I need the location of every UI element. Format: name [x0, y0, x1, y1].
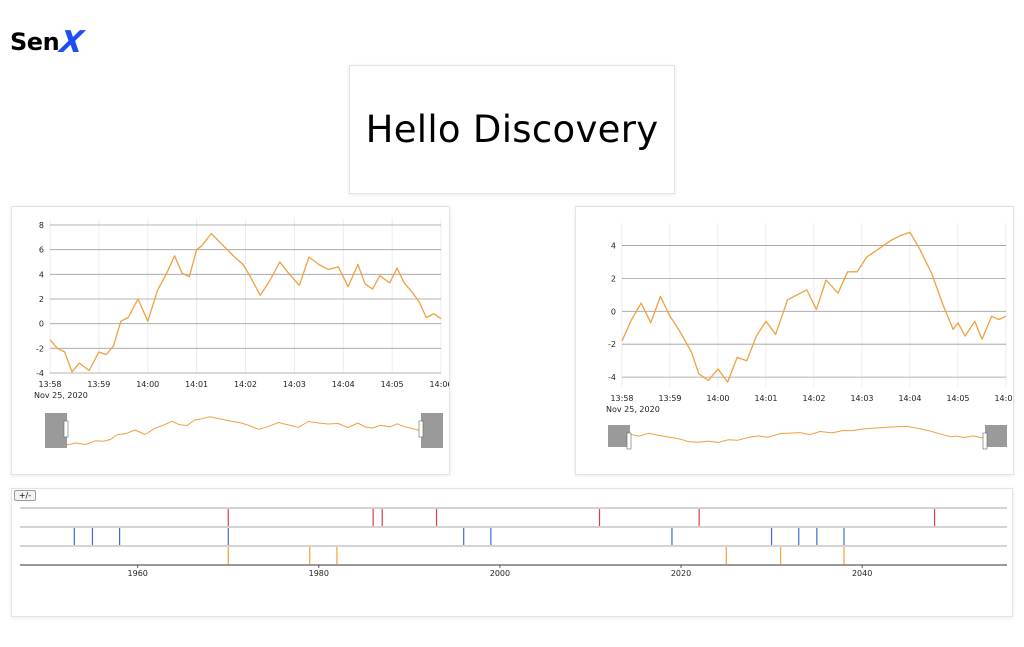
- range-left-handle[interactable]: [626, 432, 632, 450]
- logo-text-main: Sen: [10, 28, 60, 56]
- series-line: [49, 232, 442, 373]
- x-tick-label: 1960: [128, 569, 148, 578]
- y-tick-label: 4: [611, 241, 616, 250]
- line-chart-right[interactable]: 4 2 0 -2 -4 13:58 13:59 14:00 14:01 14:02 14:03 14:…: [576, 207, 1013, 474]
- x-tick-label: 2020: [671, 569, 691, 578]
- y-tick-label: 0: [611, 307, 616, 316]
- x-tick-label: 14:05: [381, 380, 404, 389]
- timeline-chart[interactable]: 1960 1980 2000 2020 2040: [12, 489, 1012, 616]
- x-tick-label: 13:59: [658, 394, 681, 403]
- y-tick-label: -2: [36, 344, 44, 353]
- timeline-card: +/- 1960 1980 2000 2020 2040: [11, 488, 1013, 617]
- line-chart-card-left: 8 6 4 2 0 -2 -4 13:58 13:59 14:00 14:01 14:02 14:03 1…: [11, 206, 450, 475]
- x-tick-label: 13:58: [38, 380, 61, 389]
- range-left-mask[interactable]: [608, 425, 630, 447]
- page-title: Hello Discovery: [365, 108, 659, 151]
- x-tick-label: 14:05: [946, 394, 969, 403]
- x-date-label: Nov 25, 2020: [34, 391, 88, 400]
- x-tick-label: 14:04: [332, 380, 355, 389]
- x-tick-label: 14:01: [754, 394, 777, 403]
- x-tick-label: 14:01: [185, 380, 208, 389]
- title-card: Hello Discovery: [349, 65, 675, 194]
- y-tick-label: 4: [39, 270, 44, 279]
- range-right-mask[interactable]: [985, 425, 1007, 447]
- x-tick-label: 14:06: [994, 394, 1013, 403]
- x-tick-label: 14:04: [898, 394, 921, 403]
- y-tick-label: 2: [39, 295, 44, 304]
- y-tick-label: 8: [39, 221, 44, 230]
- y-tick-label: 2: [611, 274, 616, 283]
- x-tick-label: 1980: [309, 569, 329, 578]
- navigator-line: [45, 416, 443, 446]
- x-tick-label: 14:00: [136, 380, 159, 389]
- line-chart-card-right: 4 2 0 -2 -4 13:58 13:59 14:00 14:01 14:02 14:03 14:…: [575, 206, 1014, 475]
- y-tick-label: -4: [608, 373, 616, 382]
- navigator-line: [608, 425, 1007, 443]
- y-tick-label: 0: [39, 320, 44, 329]
- x-tick-label: 14:06: [429, 380, 449, 389]
- x-tick-label: 14:02: [234, 380, 257, 389]
- x-tick-label: 14:03: [283, 380, 306, 389]
- range-right-mask[interactable]: [421, 413, 443, 448]
- x-tick-label: 14:02: [802, 394, 825, 403]
- x-tick-label: 2040: [852, 569, 872, 578]
- senx-logo: Sen X: [10, 24, 90, 60]
- y-tick-label: -2: [608, 340, 616, 349]
- x-date-label: Nov 25, 2020: [606, 405, 660, 414]
- x-tick-label: 13:58: [610, 394, 633, 403]
- y-tick-label: -4: [36, 369, 44, 378]
- range-right-handle[interactable]: [418, 420, 424, 438]
- x-tick-label: 14:03: [850, 394, 873, 403]
- range-left-mask[interactable]: [45, 413, 67, 448]
- toggle-button[interactable]: +/-: [14, 490, 36, 501]
- series-line: [621, 231, 1007, 383]
- line-chart-left[interactable]: 8 6 4 2 0 -2 -4 13:58 13:59 14:00 14:01 14:02 14:03 1…: [12, 207, 449, 474]
- range-right-handle[interactable]: [982, 432, 988, 450]
- x-tick-label: 2000: [490, 569, 510, 578]
- x-tick-label: 14:00: [706, 394, 729, 403]
- range-left-handle[interactable]: [63, 420, 69, 438]
- y-tick-label: 6: [39, 246, 44, 255]
- x-tick-label: 13:59: [87, 380, 110, 389]
- logo-text-accent: X: [57, 24, 86, 60]
